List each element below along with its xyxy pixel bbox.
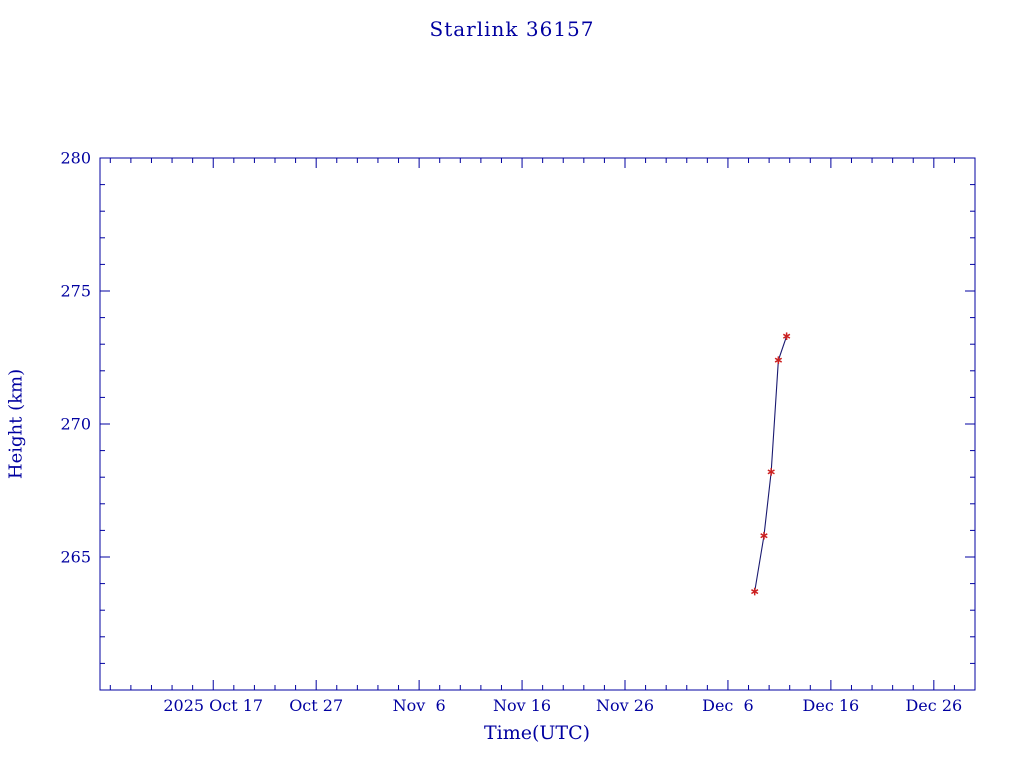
y-tick-label: 270: [60, 415, 91, 434]
y-tick-label: 275: [60, 282, 91, 301]
marker-arm: [760, 533, 768, 539]
data-point-marker: [751, 587, 759, 596]
x-tick-label: 2025 Oct 17: [163, 696, 263, 715]
marker-arm: [774, 357, 783, 363]
x-tick-label: Dec 6: [702, 696, 754, 715]
series-line: [754, 336, 788, 592]
marker-arm: [751, 589, 759, 595]
plot-frame: [99, 157, 976, 691]
data-point-marker: [760, 531, 768, 540]
x-tick-label: Dec 26: [905, 696, 962, 715]
y-tick-label: 280: [60, 149, 91, 168]
marker-arm: [767, 469, 775, 475]
x-axis-label: Time(UTC): [483, 722, 591, 744]
data-point-marker: [782, 332, 791, 341]
marker-arm: [782, 333, 791, 339]
data-point-marker: [767, 468, 775, 476]
y-tick-label: 265: [60, 548, 91, 567]
x-tick-label: Nov 26: [596, 696, 654, 715]
x-tick-label: Oct 27: [289, 696, 343, 715]
x-tick-label: Nov 16: [493, 696, 551, 715]
x-tick-label: Nov 6: [393, 696, 446, 715]
chart-title: Starlink 36157: [429, 17, 595, 41]
x-tick-label: Dec 16: [803, 696, 860, 715]
data-point-marker: [774, 356, 783, 364]
